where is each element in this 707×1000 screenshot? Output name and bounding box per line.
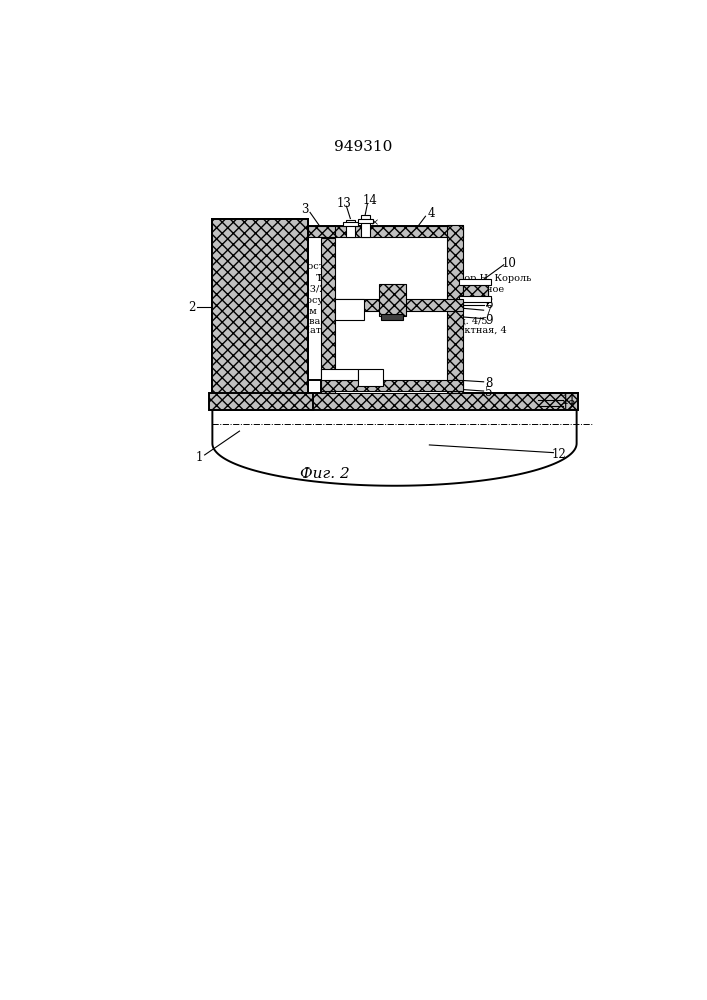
Text: ×: × <box>406 299 414 308</box>
Bar <box>361 215 370 237</box>
Bar <box>335 299 364 320</box>
Text: Составитель Л. Петрова: Составитель Л. Петрова <box>300 262 425 271</box>
Text: 9: 9 <box>485 314 493 327</box>
Text: 6: 6 <box>485 298 493 311</box>
Text: ВНИИПИ  Государственного  комитета  СССР: ВНИИПИ Государственного комитета СССР <box>243 296 483 305</box>
Text: Фиг. 2: Фиг. 2 <box>300 467 350 481</box>
Bar <box>462 285 488 297</box>
Text: Заказ 5483/22: Заказ 5483/22 <box>259 285 332 294</box>
Text: +: + <box>339 337 349 350</box>
Bar <box>459 296 491 302</box>
Bar <box>448 225 462 393</box>
Text: ×: × <box>340 304 348 313</box>
Text: Филиал  ППП  «Патент»,  г. Ужгород,  ул. Проектная, 4: Филиал ППП «Патент», г. Ужгород, ул. Про… <box>218 326 507 335</box>
Bar <box>335 299 462 311</box>
Text: 4: 4 <box>428 207 436 220</box>
Bar <box>321 369 358 380</box>
Text: ×: × <box>371 218 379 227</box>
Text: 7: 7 <box>485 305 493 318</box>
Text: a: a <box>405 259 414 273</box>
Text: 13: 13 <box>337 197 351 210</box>
Bar <box>321 380 462 391</box>
Text: 113035, Москва,  Ж—35,  Раушская  наб.,  д. 4/5: 113035, Москва, Ж—35, Раушская наб., д. … <box>238 316 487 326</box>
Bar <box>344 222 358 226</box>
Bar <box>212 393 578 410</box>
Text: 10: 10 <box>502 257 517 270</box>
Text: 5: 5 <box>485 386 493 399</box>
Bar <box>308 226 337 237</box>
Text: ×: × <box>395 306 402 315</box>
Bar <box>459 279 491 285</box>
Bar <box>335 226 462 237</box>
Text: Редактор   Т. Кугрышева: Редактор Т. Кугрышева <box>259 274 387 283</box>
Text: Техред А. Бойкас: Техред А. Бойкас <box>318 274 407 283</box>
Text: 949310: 949310 <box>334 140 392 154</box>
Text: +: + <box>433 337 444 350</box>
Bar <box>212 219 308 396</box>
Text: 12: 12 <box>551 448 566 461</box>
Text: 12: 12 <box>561 400 576 413</box>
Bar <box>321 238 335 393</box>
Text: 8: 8 <box>486 377 493 390</box>
Text: 1: 1 <box>196 451 203 464</box>
Text: 14: 14 <box>362 194 377 207</box>
Polygon shape <box>212 397 577 486</box>
Bar <box>358 219 373 223</box>
Text: Тираж 645: Тираж 645 <box>335 285 390 294</box>
Bar <box>346 220 355 237</box>
Bar <box>379 284 406 316</box>
Bar <box>209 393 313 410</box>
Bar <box>381 314 403 320</box>
Text: 11: 11 <box>561 394 576 407</box>
Text: Корректор Н. Король: Корректор Н. Король <box>421 274 531 283</box>
Text: 3: 3 <box>301 203 308 216</box>
Bar <box>358 369 383 386</box>
Text: по  делам  изобретений  и  открытий: по делам изобретений и открытий <box>267 306 458 316</box>
Text: 2: 2 <box>188 301 195 314</box>
Text: Подписное: Подписное <box>448 285 504 294</box>
Bar <box>335 237 448 393</box>
